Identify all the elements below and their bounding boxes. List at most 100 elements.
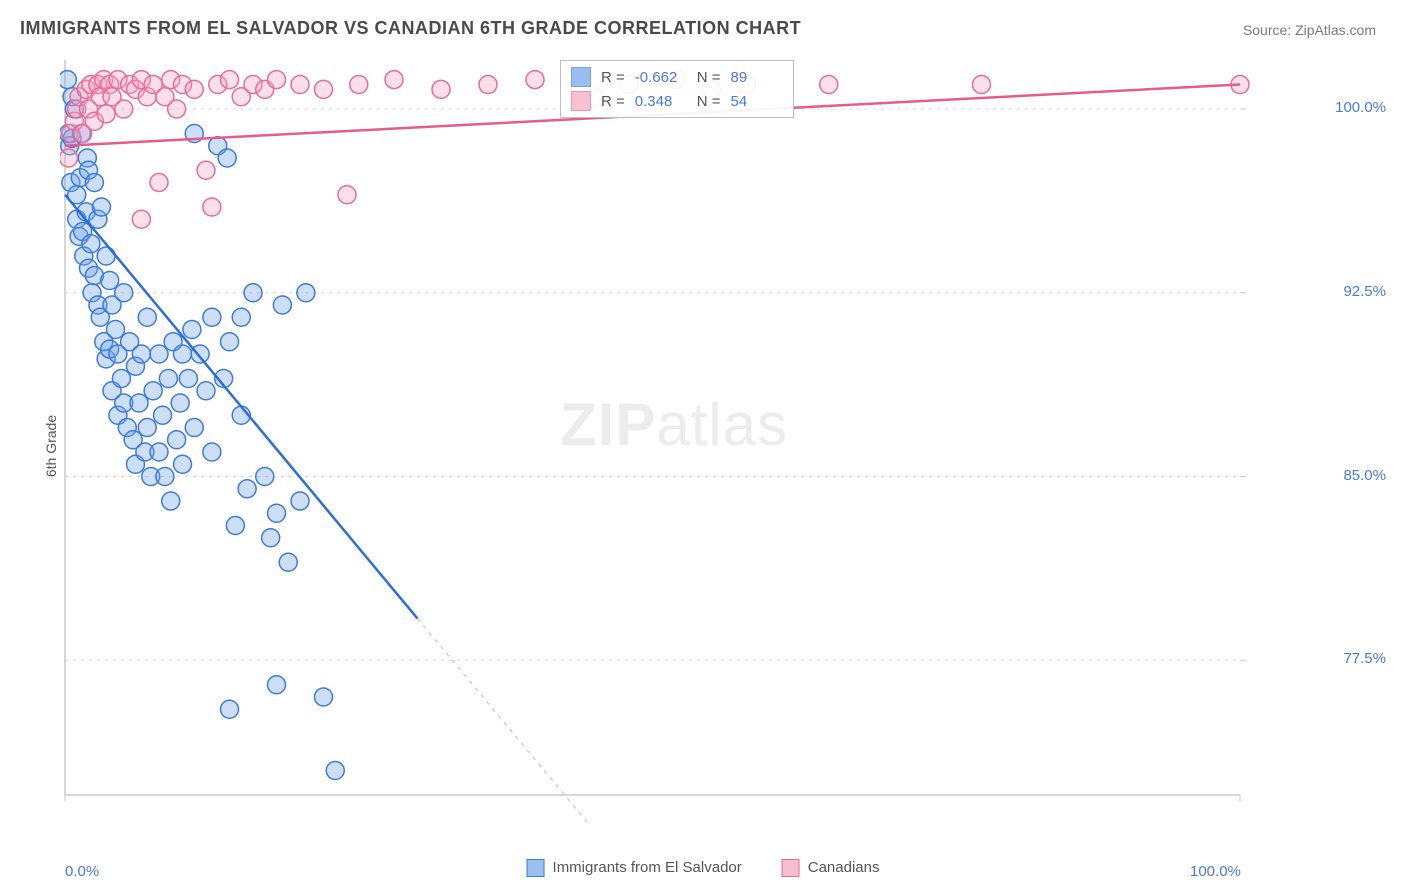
el-salvador-point (315, 688, 333, 706)
el-salvador-point (238, 480, 256, 498)
legend-item: Immigrants from El Salvador (527, 859, 742, 877)
xtick-label: 0.0% (65, 863, 99, 880)
el-salvador-point (101, 272, 119, 290)
r-label: R = (601, 93, 625, 110)
el-salvador-point (92, 198, 110, 216)
el-salvador-point (262, 529, 280, 547)
ytick-label: 92.5% (1343, 283, 1386, 300)
stats-row: R = -0.662 N = 89 (571, 65, 783, 89)
chart-title: IMMIGRANTS FROM EL SALVADOR VS CANADIAN … (20, 18, 801, 39)
canadians-point (185, 80, 203, 98)
canadians-point (203, 198, 221, 216)
y-axis-label: 6th Grade (43, 415, 59, 477)
r-value: -0.662 (635, 69, 687, 86)
ytick-label: 85.0% (1343, 467, 1386, 484)
el-salvador-point (174, 455, 192, 473)
el-salvador-point (232, 308, 250, 326)
canadians-point (268, 71, 286, 89)
el-salvador-point (144, 382, 162, 400)
el-salvador-point (185, 419, 203, 437)
el-salvador-point (130, 394, 148, 412)
ytick-label: 100.0% (1335, 99, 1386, 116)
el-salvador-point (97, 247, 115, 265)
stats-row: R = 0.348 N = 54 (571, 89, 783, 113)
r-value: 0.348 (635, 93, 687, 110)
el-salvador-point (221, 333, 239, 351)
watermark-zip: ZIP (560, 391, 656, 458)
el-salvador-point (268, 676, 286, 694)
n-value: 89 (731, 69, 783, 86)
el-salvador-point (218, 149, 236, 167)
canadians-point (820, 76, 838, 94)
legend-swatch-icon (571, 67, 591, 87)
el-salvador-point (203, 443, 221, 461)
el-salvador-point (244, 284, 262, 302)
el-salvador-point (115, 284, 133, 302)
canadians-point (973, 76, 991, 94)
r-label: R = (601, 69, 625, 86)
canadians-point (115, 100, 133, 118)
canadians-point (526, 71, 544, 89)
el-salvador-point (174, 345, 192, 363)
canadians-point (132, 210, 150, 228)
legend-item: Canadians (782, 859, 880, 877)
el-salvador-point (150, 345, 168, 363)
stats-legend-box: R = -0.662 N = 89 R = 0.348 N = 54 (560, 60, 794, 118)
el-salvador-point (183, 321, 201, 339)
legend-label: Immigrants from El Salvador (553, 859, 742, 876)
canadians-point (60, 149, 78, 167)
el-salvador-point (159, 370, 177, 388)
source-label: Source: ZipAtlas.com (1243, 22, 1376, 38)
el-salvador-point (171, 394, 189, 412)
el-salvador-point (279, 553, 297, 571)
el-salvador-point (107, 321, 125, 339)
el-salvador-point (85, 174, 103, 192)
el-salvador-point (154, 406, 172, 424)
el-salvador-point (150, 443, 168, 461)
el-salvador-point (60, 71, 76, 89)
canadians-point (150, 174, 168, 192)
watermark: ZIPatlas (560, 390, 788, 459)
el-salvador-point (326, 762, 344, 780)
canadians-point (168, 100, 186, 118)
canadians-point (385, 71, 403, 89)
el-salvador-point (291, 492, 309, 510)
canadians-point (432, 80, 450, 98)
el-salvador-point (168, 431, 186, 449)
n-label: N = (697, 93, 721, 110)
canadians-point (350, 76, 368, 94)
canadians-point (291, 76, 309, 94)
el-salvador-point (132, 345, 150, 363)
el-salvador-point (256, 468, 274, 486)
legend-swatch-icon (571, 91, 591, 111)
el-salvador-point (273, 296, 291, 314)
el-salvador-point (197, 382, 215, 400)
legend-label: Canadians (808, 859, 880, 876)
ytick-label: 77.5% (1343, 650, 1386, 667)
el-salvador-point (221, 700, 239, 718)
el-salvador-point (162, 492, 180, 510)
el-salvador-point (82, 235, 100, 253)
legend-swatch-icon (782, 859, 800, 877)
canadians-point (479, 76, 497, 94)
canadians-point (197, 161, 215, 179)
canadians-point (315, 80, 333, 98)
el-salvador-point (203, 308, 221, 326)
el-salvador-point (112, 370, 130, 388)
watermark-atlas: atlas (656, 391, 788, 458)
legend-swatch-icon (527, 859, 545, 877)
el-salvador-point (138, 419, 156, 437)
series-legend: Immigrants from El Salvador Canadians (527, 859, 880, 877)
el-salvador-point (297, 284, 315, 302)
n-value: 54 (731, 93, 783, 110)
xtick-label: 100.0% (1190, 863, 1241, 880)
canadians-point (97, 105, 115, 123)
el-salvador-point (156, 468, 174, 486)
canadians-point (221, 71, 239, 89)
canadians-point (338, 186, 356, 204)
n-label: N = (697, 69, 721, 86)
el-salvador-point (179, 370, 197, 388)
el-salvador-point (226, 517, 244, 535)
el-salvador-point (138, 308, 156, 326)
el-salvador-trendline-ext (418, 619, 653, 825)
